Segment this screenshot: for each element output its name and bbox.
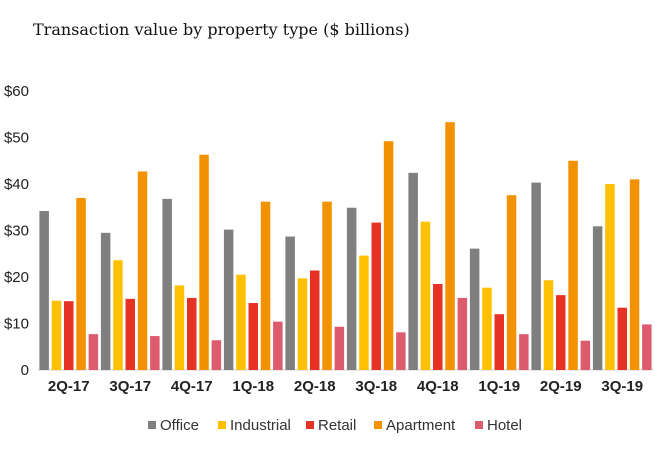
- bar-office-0: [39, 210, 49, 370]
- bar-office-1: [100, 232, 111, 370]
- bar-office-5: [346, 207, 357, 370]
- x-category-label: 1Q-19: [478, 378, 520, 395]
- bar-apartment-0: [76, 197, 86, 370]
- x-category-label: 3Q-19: [601, 378, 643, 395]
- bar-retail-7: [494, 314, 504, 370]
- bar-apartment-5: [383, 141, 394, 370]
- bar-hotel-5: [396, 332, 406, 370]
- x-category-label: 2Q-19: [540, 378, 582, 395]
- bar-apartment-6: [445, 122, 455, 370]
- bar-industrial-7: [482, 287, 492, 370]
- bar-apartment-8: [568, 160, 578, 370]
- bar-hotel-4: [334, 326, 345, 370]
- chart-title: Transaction value by property type ($ bi…: [33, 20, 410, 39]
- bar-retail-1: [125, 298, 135, 370]
- bar-hotel-3: [273, 321, 283, 370]
- bar-apartment-7: [506, 195, 517, 370]
- y-tick-label: $30: [4, 223, 29, 240]
- bar-hotel-7: [519, 334, 529, 370]
- bar-apartment-2: [199, 154, 209, 370]
- legend-swatch-office: [148, 421, 156, 429]
- bar-retail-5: [371, 222, 381, 370]
- bar-retail-4: [310, 270, 320, 370]
- legend-swatch-apartment: [374, 421, 382, 429]
- legend-label-retail: Retail: [318, 417, 356, 434]
- x-category-label: 3Q-17: [109, 378, 151, 395]
- x-category-label: 4Q-17: [171, 378, 213, 395]
- legend-label-industrial: Industrial: [230, 417, 291, 434]
- bar-office-9: [592, 226, 603, 370]
- bar-retail-0: [64, 301, 74, 370]
- legend-label-hotel: Hotel: [487, 417, 522, 434]
- bar-industrial-2: [174, 285, 185, 370]
- bar-industrial-8: [543, 280, 554, 370]
- bar-industrial-0: [51, 300, 62, 370]
- bar-apartment-3: [260, 201, 271, 370]
- legend-label-office: Office: [160, 417, 199, 434]
- bar-office-7: [469, 248, 480, 370]
- bar-retail-3: [248, 303, 258, 370]
- bar-industrial-4: [297, 278, 308, 370]
- bar-retail-8: [556, 295, 566, 370]
- bar-retail-6: [433, 283, 443, 370]
- y-tick-label: $60: [4, 83, 29, 100]
- legend: Office Industrial Retail Apartment Hotel: [148, 417, 522, 434]
- bar-industrial-1: [113, 260, 123, 370]
- x-category-label: 1Q-18: [232, 378, 274, 395]
- bar-retail-2: [187, 297, 197, 370]
- bar-hotel-8: [580, 340, 591, 370]
- y-tick-label: $50: [4, 130, 29, 147]
- x-category-label: 2Q-18: [294, 378, 336, 395]
- bar-hotel-1: [150, 336, 160, 370]
- bar-hotel-2: [211, 340, 222, 370]
- y-axis-ticks: 0 $10 $20 $30 $40 $50 $60: [4, 83, 29, 379]
- bar-apartment-4: [322, 201, 332, 370]
- bar-hotel-0: [88, 334, 99, 370]
- bar-industrial-6: [420, 221, 431, 370]
- bar-office-8: [531, 182, 541, 370]
- bar-industrial-9: [605, 184, 615, 370]
- legend-swatch-retail: [306, 421, 314, 429]
- bar-office-2: [162, 198, 172, 370]
- bars: [39, 122, 652, 370]
- bar-industrial-3: [236, 274, 246, 370]
- y-tick-label: $10: [4, 316, 29, 333]
- x-axis-categories: 2Q-17 3Q-17 4Q-17 1Q-18 2Q-18 3Q-18 4Q-18 1Q-19…: [48, 378, 643, 395]
- bar-office-3: [223, 229, 234, 370]
- bar-apartment-9: [629, 179, 640, 370]
- x-category-label: 2Q-17: [48, 378, 90, 395]
- bar-office-4: [285, 236, 295, 370]
- y-tick-label: $40: [4, 176, 29, 193]
- bar-retail-9: [617, 307, 627, 370]
- bar-apartment-1: [137, 171, 148, 370]
- legend-swatch-industrial: [218, 421, 226, 429]
- bar-office-6: [408, 172, 418, 370]
- bar-industrial-5: [359, 255, 369, 370]
- bar-hotel-9: [642, 324, 652, 370]
- x-category-label: 4Q-18: [417, 378, 459, 395]
- x-category-label: 3Q-18: [355, 378, 397, 395]
- bar-hotel-6: [457, 297, 468, 370]
- legend-swatch-hotel: [475, 421, 483, 429]
- legend-label-apartment: Apartment: [386, 417, 456, 434]
- y-tick-label: 0: [21, 362, 29, 379]
- y-tick-label: $20: [4, 269, 29, 286]
